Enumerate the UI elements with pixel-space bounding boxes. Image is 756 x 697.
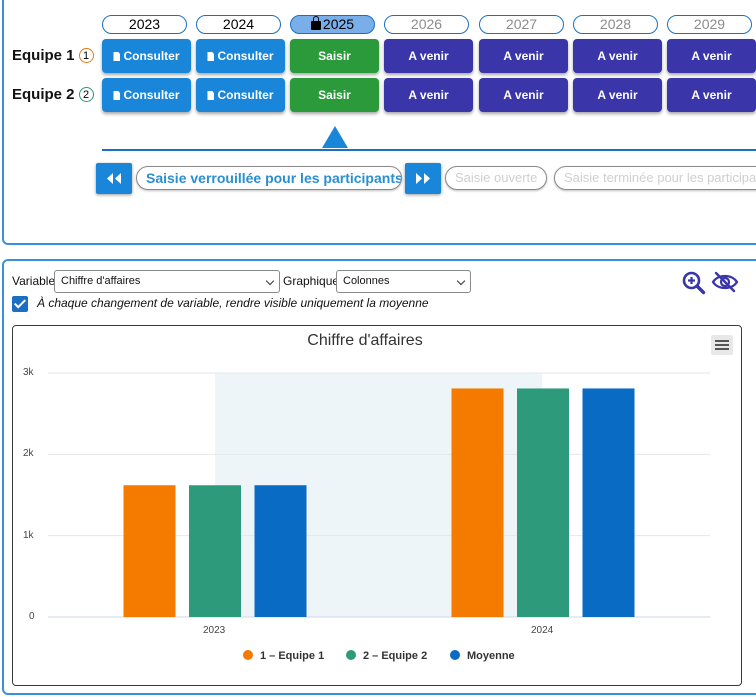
chart-title: Chiffre d'affaires: [307, 332, 423, 349]
legend-item-moyenne[interactable]: Moyenne: [450, 650, 515, 662]
hamburger-bar: [715, 348, 729, 350]
year-label: 2023: [128, 16, 161, 32]
legend-dot: [243, 650, 253, 660]
cell-label: A venir: [691, 49, 732, 63]
cell-label: Saisir: [318, 88, 351, 102]
upcoming-button[interactable]: A venir: [573, 39, 662, 73]
year-label: 2029: [693, 16, 726, 32]
cell-label: Consulter: [123, 88, 180, 102]
y-tick-label: 3k: [23, 367, 34, 378]
cell-label: A venir: [597, 88, 638, 102]
legend-dot: [450, 650, 460, 660]
legend-item-equipe-1[interactable]: 1 – Equipe 1: [243, 650, 324, 662]
variable-select[interactable]: Chiffre d'affaires: [54, 270, 280, 293]
consult-button[interactable]: Consulter: [102, 39, 191, 73]
upcoming-button[interactable]: A venir: [573, 78, 662, 112]
upcoming-button[interactable]: A venir: [667, 39, 756, 73]
enter-data-button[interactable]: Saisir: [290, 78, 379, 112]
year-tab-2024[interactable]: 2024: [196, 15, 281, 34]
status-locked[interactable]: Saisie verrouillée pour les participants: [136, 166, 402, 190]
bar-2-2024[interactable]: [517, 388, 569, 617]
cell-label: A venir: [503, 49, 544, 63]
double-chevron-left-icon: [107, 173, 121, 184]
status-open[interactable]: Saisie ouverte: [445, 166, 547, 190]
year-tab-2028[interactable]: 2028: [573, 15, 658, 34]
bar-1-2023[interactable]: [123, 485, 176, 617]
variable-select-value: Chiffre d'affaires: [61, 275, 141, 287]
cell-label: A venir: [503, 88, 544, 102]
only-average-checkbox[interactable]: [12, 296, 28, 312]
legend-label: 1 – Equipe 1: [260, 650, 325, 662]
year-tab-2029[interactable]: 2029: [667, 15, 752, 34]
enter-data-button[interactable]: Saisir: [290, 39, 379, 73]
year-tab-2025[interactable]: 2025: [290, 15, 375, 34]
current-year-pointer-icon: [322, 126, 348, 148]
lock-icon: [310, 16, 321, 30]
status-done[interactable]: Saisie terminée pour les participants: [554, 166, 756, 190]
graph-label: Graphique: [283, 274, 340, 288]
year-tab-2027[interactable]: 2027: [479, 15, 564, 34]
graph-select[interactable]: Colonnes: [336, 270, 471, 293]
x-tick-label: 2023: [203, 625, 226, 636]
bar-2-2023[interactable]: [189, 485, 241, 617]
cell-label: A venir: [408, 49, 449, 63]
cell-label: Saisir: [318, 49, 351, 63]
upcoming-button[interactable]: A venir: [479, 39, 568, 73]
year-label: 2024: [222, 16, 255, 32]
document-icon: [113, 91, 121, 100]
eye-slash-icon[interactable]: [711, 270, 739, 294]
year-label: 2027: [505, 16, 538, 32]
double-chevron-right-icon: [416, 173, 430, 184]
next-status-button[interactable]: [405, 163, 441, 194]
team-name: Equipe 2: [12, 86, 75, 103]
year-label: 2026: [410, 16, 443, 32]
year-label: 2025: [322, 16, 355, 32]
y-tick-label: 0: [29, 611, 35, 622]
legend-label: Moyenne: [467, 650, 515, 662]
y-tick-label: 2k: [23, 448, 34, 460]
cell-label: Consulter: [217, 88, 274, 102]
x-tick-label: 2024: [531, 625, 554, 636]
zoom-in-icon[interactable]: [682, 271, 706, 295]
upcoming-button[interactable]: A venir: [479, 78, 568, 112]
upcoming-button[interactable]: A venir: [384, 39, 473, 73]
cell-label: A venir: [408, 88, 449, 102]
consult-button[interactable]: Consulter: [196, 39, 285, 73]
document-icon: [113, 52, 121, 61]
cell-label: A venir: [597, 49, 638, 63]
bar-3-2023[interactable]: [254, 485, 307, 617]
team-badge: 1: [78, 48, 94, 63]
cell-label: Consulter: [217, 49, 274, 63]
team-badge: 2: [78, 87, 94, 102]
year-tab-2023[interactable]: 2023: [102, 15, 187, 34]
upcoming-button[interactable]: A venir: [667, 78, 756, 112]
hamburger-bar: [715, 340, 729, 342]
consult-button[interactable]: Consulter: [102, 78, 191, 112]
previous-status-button[interactable]: [96, 163, 132, 194]
graph-select-value: Colonnes: [343, 275, 390, 287]
variable-label: Variable: [12, 274, 56, 288]
y-tick-label: 1k: [23, 529, 34, 541]
team-name: Equipe 1: [12, 47, 75, 64]
upcoming-button[interactable]: A venir: [384, 78, 473, 112]
legend-label: 2 – Equipe 2: [363, 650, 428, 662]
legend-dot: [346, 650, 356, 660]
timeline-line: [102, 149, 756, 151]
consult-button[interactable]: Consulter: [196, 78, 285, 112]
legend-item-equipe-2[interactable]: 2 – Equipe 2: [346, 650, 427, 662]
bar-1-2024[interactable]: [451, 388, 504, 617]
cell-label: Consulter: [123, 49, 180, 63]
year-tab-2026[interactable]: 2026: [384, 15, 469, 34]
only-average-label: À chaque changement de variable, rendre …: [37, 296, 429, 310]
document-icon: [207, 52, 215, 61]
document-icon: [207, 91, 215, 100]
bar-3-2024[interactable]: [582, 388, 635, 617]
cell-label: A venir: [691, 88, 732, 102]
hamburger-bar: [715, 344, 729, 346]
year-label: 2028: [599, 16, 632, 32]
chart-menu-button[interactable]: [711, 335, 733, 355]
